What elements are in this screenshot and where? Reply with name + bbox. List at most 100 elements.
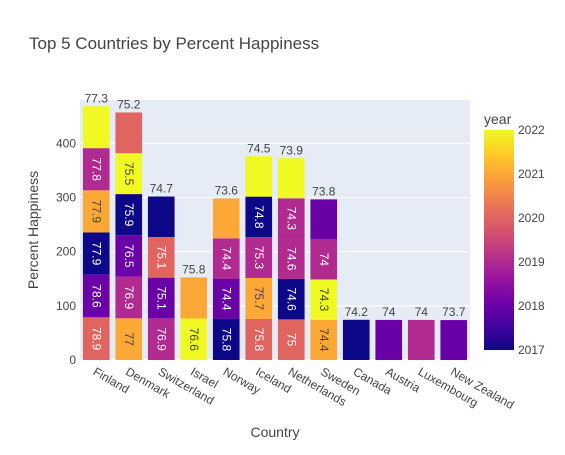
bar-segment [212,238,240,279]
y-tick-label: 300 [56,191,76,205]
bar-segment [245,156,273,197]
bar-segment [115,276,143,319]
bar-segment [115,318,143,360]
bar-segment [147,196,175,237]
bar-segment [277,319,305,360]
bar-data-label: 76.9 [122,286,136,310]
bar-segment [245,318,273,360]
bar-data-label: 76.5 [122,244,136,268]
bar-segment [82,190,110,233]
bar-data-label: 75.1 [154,286,168,310]
bar-segment [212,198,240,239]
bar-data-label: 74.8 [252,205,266,229]
bar-data-label: 75.8 [252,328,266,352]
y-tick-label: 200 [56,245,76,259]
bar-segment [147,318,175,360]
bar-data-label: 75 [284,333,298,347]
bar-segment [212,278,240,319]
bar-segment [310,319,338,360]
bar-data-label: 76.9 [154,327,168,351]
bar-segment [310,239,338,280]
bar-segment [82,317,110,360]
bar-segment [115,112,143,154]
bar-data-label: 74.4 [219,287,233,311]
bar-segment [277,278,305,320]
bar-data-label: 74.3 [284,207,298,231]
bar-data-label: 78.9 [89,327,103,351]
bar-total-label: 77.3 [85,91,109,105]
bar-segment [310,199,338,240]
bar-data-label: 77.9 [89,242,103,266]
bar-data-label: 74.4 [317,328,331,352]
bar-segment [277,198,305,239]
x-tick-label: Iceland [253,364,294,395]
bar-total-label: 74.2 [345,305,369,319]
bar-segment [82,106,110,149]
bar-data-label: 74 [317,253,331,267]
colorbar-tick-label: 2022 [518,123,545,137]
bar-segment [147,277,175,319]
bar-segment [115,153,143,195]
bar-data-label: 75.9 [122,203,136,227]
colorbar-tick-label: 2020 [518,211,545,225]
bar-data-label: 74.3 [317,288,331,312]
bar-data-label: 75.1 [154,246,168,270]
bar-segment [147,236,175,278]
bar-segment [82,148,110,191]
colorbar-title: year [484,111,512,127]
x-axis-title: Country [250,424,299,440]
bar-segment [277,238,305,279]
bar-segment [342,319,370,360]
bar-data-label: 77.9 [89,200,103,224]
chart-title: Top 5 Countries by Percent Happiness [29,34,320,53]
bar-data-label: 75.7 [252,287,266,311]
bar-segment [245,237,273,278]
bar-data-label: 75.8 [219,328,233,352]
bar-data-label: 77 [122,332,136,346]
bar-data-label: 77.8 [89,158,103,182]
colorbar-tick-label: 2021 [518,167,545,181]
bar-total-label: 75.2 [117,97,141,111]
bar-segment [82,274,110,318]
bar-segment [440,320,468,360]
bar-segment [245,277,273,319]
bar-segment [407,319,435,360]
bar-total-label: 74.5 [247,141,271,155]
bar-segment [180,318,208,360]
bar-data-label: 75.5 [122,162,136,186]
bar-segment [375,319,403,360]
bar-data-label: 76.6 [187,328,201,352]
bar-total-label: 74 [415,305,429,319]
bar-total-label: 73.7 [442,305,466,319]
colorbar-tick-label: 2017 [518,343,545,357]
bar-segment [82,232,110,275]
colorbar-tick-label: 2018 [518,299,545,313]
bar-data-label: 74.6 [284,247,298,271]
bar-segment [115,235,143,277]
y-tick-label: 400 [56,136,76,150]
y-tick-label: 100 [56,299,76,313]
bar-segment [245,196,273,238]
y-tick-label: 0 [69,353,76,367]
y-axis-title: Percent Happiness [25,171,41,289]
colorbar-tick-label: 2019 [518,255,545,269]
bar-data-label: 74.6 [284,287,298,311]
bar-segment [180,277,208,319]
bar-total-label: 73.6 [215,183,239,197]
bar-segment [212,318,240,360]
bar-data-label: 75.3 [252,246,266,270]
bar-segment [310,279,338,320]
bar-total-label: 74.7 [150,182,174,196]
bar-total-label: 73.8 [312,184,336,198]
bar-segment [115,194,143,236]
bar-data-label: 74.4 [219,247,233,271]
bar-total-label: 75.8 [182,262,206,276]
bar-data-label: 78.6 [89,284,103,308]
bar-segment [277,158,305,199]
bar-total-label: 73.9 [280,143,304,157]
colorbar [484,130,514,350]
x-tick-label: Finland [91,364,132,396]
bar-total-label: 74 [382,305,396,319]
